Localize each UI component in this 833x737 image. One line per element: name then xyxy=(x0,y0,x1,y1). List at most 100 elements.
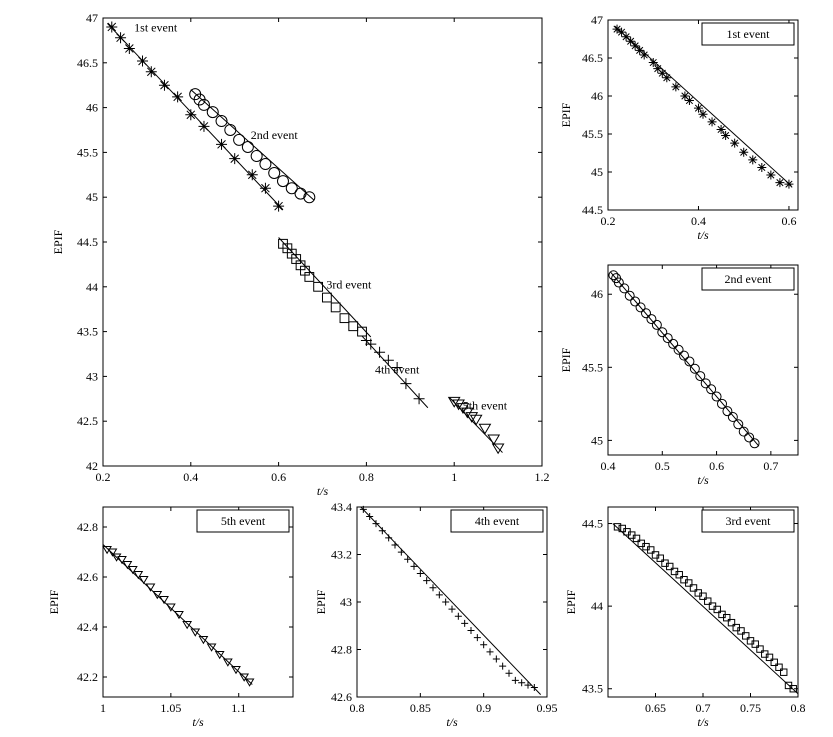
x-tick-label: 1.05 xyxy=(160,701,181,715)
x-tick-label: 0.7 xyxy=(763,459,778,473)
y-tick-label: 42.6 xyxy=(331,690,352,704)
data-point-plus xyxy=(429,584,437,592)
data-point-star xyxy=(612,24,622,34)
data-point-triangle xyxy=(214,651,225,660)
x-tick-label: 0.6 xyxy=(709,459,724,473)
data-point-square xyxy=(632,534,641,543)
data-point-circle xyxy=(613,277,624,288)
fit-line xyxy=(107,23,284,211)
data-point-plus xyxy=(530,684,538,691)
data-point-plus xyxy=(391,541,399,549)
x-tick-label: 0.85 xyxy=(410,701,431,715)
x-tick-label: 0.4 xyxy=(183,470,198,484)
x-tick-label: 0.4 xyxy=(601,459,616,473)
y-tick-label: 42 xyxy=(86,459,98,473)
y-axis-label: EPIF xyxy=(564,589,578,614)
data-point-circle xyxy=(276,175,289,188)
x-axis-label: t/s xyxy=(697,228,709,242)
y-axis-label: EPIF xyxy=(51,229,65,254)
data-point-triangle xyxy=(127,566,138,575)
legend-label: 5th event xyxy=(221,514,266,528)
data-point-triangle xyxy=(478,423,492,435)
legend-box xyxy=(196,509,290,533)
data-point-square xyxy=(756,645,764,653)
fit-line xyxy=(610,271,760,447)
y-tick-label: 46 xyxy=(86,101,98,115)
data-point-star xyxy=(273,200,285,212)
data-point-star xyxy=(635,45,645,55)
legend-label: 1st event xyxy=(727,27,771,41)
data-point-circle xyxy=(684,356,695,367)
data-point-circle xyxy=(651,319,662,330)
x-tick-label: 0.75 xyxy=(740,701,761,715)
y-tick-label: 44.5 xyxy=(582,517,603,531)
data-point-plus xyxy=(404,555,412,563)
y-tick-label: 44.5 xyxy=(582,203,603,217)
data-point-star xyxy=(185,109,197,121)
data-point-triangle xyxy=(145,583,156,592)
data-point-triangle xyxy=(117,556,127,565)
data-point-triangle xyxy=(182,621,193,630)
data-point-star xyxy=(639,50,649,60)
data-point-star xyxy=(684,96,694,106)
y-tick-label: 43 xyxy=(86,369,98,383)
data-point-star xyxy=(137,55,149,67)
data-point-plus xyxy=(454,612,462,620)
data-point-plus xyxy=(385,534,393,542)
data-point-circle xyxy=(722,406,733,417)
y-tick-label: 42.8 xyxy=(77,520,98,534)
x-axis-label: t/s xyxy=(697,715,709,729)
data-point-star xyxy=(198,120,210,132)
data-point-star xyxy=(657,68,667,78)
y-tick-label: 42.8 xyxy=(331,643,352,657)
data-point-square xyxy=(647,546,655,554)
data-point-star xyxy=(158,79,170,91)
y-tick-label: 45 xyxy=(86,190,98,204)
x-tick-label: 1 xyxy=(451,470,457,484)
x-tick-label: 0.6 xyxy=(781,214,796,228)
plot-frame xyxy=(607,264,799,456)
legend-label: 3rd event xyxy=(726,514,772,528)
chart-fourth: 0.8 0.85 0.9 0.95 42.6 42.8 43 43.2 43.4 t/s EPIF 4… xyxy=(314,500,558,729)
data-point-star xyxy=(766,170,776,180)
data-point-triangle xyxy=(244,678,255,687)
y-axis-label: EPIF xyxy=(314,589,328,614)
data-point-circle xyxy=(749,438,760,449)
x-tick-label: 0.5 xyxy=(655,459,670,473)
x-tick-label: 0.7 xyxy=(696,701,711,715)
series-square xyxy=(278,237,372,338)
data-point-triangle xyxy=(152,591,163,600)
series-circle xyxy=(608,270,760,449)
x-axis-label: t/s xyxy=(446,715,458,729)
data-point-plus xyxy=(400,378,412,390)
chart-second: 0.4 0.5 0.6 0.7 45 45.5 46 t/s EPIF 2nd event xyxy=(559,264,799,487)
data-point-triangle xyxy=(107,548,118,557)
data-point-triangle xyxy=(452,399,465,411)
fit-line xyxy=(361,335,429,409)
data-point-star xyxy=(721,131,731,141)
data-point-star xyxy=(115,32,127,44)
chart-fifth: 1 1.05 1.1 42.2 42.4 42.6 42.8 t/s EPIF 5th event xyxy=(47,506,294,729)
data-point-circle xyxy=(662,333,673,344)
plot-frame xyxy=(607,19,799,211)
x-tick-label: 0.2 xyxy=(96,470,111,484)
data-point-star xyxy=(172,91,184,103)
data-point-square xyxy=(713,605,721,614)
y-tick-label: 46.5 xyxy=(582,51,603,65)
data-point-star xyxy=(748,155,758,165)
data-point-square xyxy=(742,632,750,640)
data-point-star xyxy=(123,42,135,54)
data-point-circle xyxy=(608,270,619,281)
data-point-plus xyxy=(416,570,424,577)
data-point-triangle xyxy=(133,571,144,580)
data-point-star xyxy=(653,64,663,74)
data-point-circle xyxy=(224,124,237,136)
y-axis-label: EPIF xyxy=(47,589,61,614)
data-point-circle xyxy=(250,149,263,162)
data-point-plus xyxy=(372,520,380,528)
data-point-star xyxy=(784,179,794,189)
y-tick-label: 44.5 xyxy=(77,235,98,249)
plot-frame xyxy=(102,506,294,698)
data-point-plus xyxy=(366,513,374,520)
data-point-square xyxy=(675,571,683,579)
